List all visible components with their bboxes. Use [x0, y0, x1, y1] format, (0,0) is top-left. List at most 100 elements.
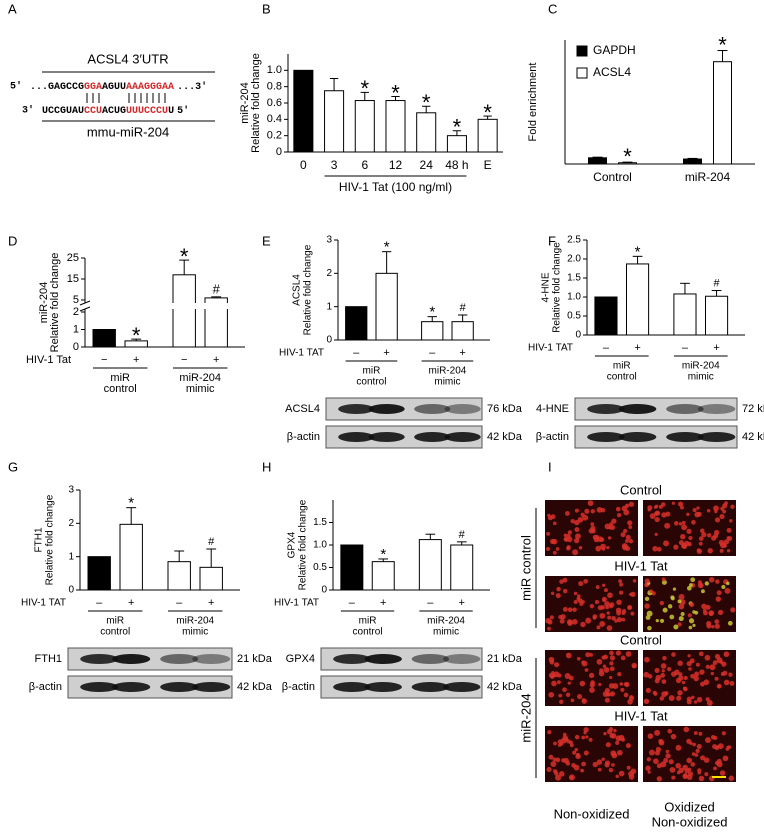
x-tick-label: +: [713, 342, 719, 354]
bar: [385, 100, 406, 153]
cell: [616, 512, 622, 518]
bar: [588, 157, 607, 165]
x-tick-label: 0: [300, 158, 307, 172]
blot-band: [618, 404, 657, 414]
cell: [609, 666, 615, 672]
blot-band: [192, 682, 231, 692]
cell: [676, 770, 681, 775]
cell: [607, 592, 613, 599]
row-label: Control: [620, 632, 662, 647]
cell: [727, 620, 733, 626]
blot-label: β-actin: [29, 681, 62, 693]
cell: [572, 607, 577, 612]
blot-band: [697, 404, 736, 414]
cell: [644, 583, 648, 587]
cell: [609, 691, 616, 697]
bar: [375, 272, 398, 341]
cell: [661, 691, 668, 698]
cell: [567, 620, 573, 626]
cell: [591, 528, 596, 534]
cell: [607, 728, 613, 735]
cell: [658, 738, 664, 744]
cell: [681, 680, 686, 685]
cell: [728, 775, 735, 781]
blot-label: GPX4: [286, 653, 315, 665]
cell: [644, 603, 650, 609]
blot-band: [338, 432, 375, 442]
cell: [569, 743, 574, 748]
cell: [588, 737, 593, 742]
cell: [625, 651, 632, 657]
cell: [703, 679, 710, 686]
blot-label: β-actin: [287, 431, 320, 443]
bases: ...GAGCCG: [30, 82, 84, 93]
panel-letter: F: [548, 233, 556, 248]
cell: [720, 672, 725, 676]
blot-label: ACSL4: [285, 403, 320, 415]
bar: [450, 544, 474, 591]
cell: [578, 581, 584, 587]
cell: [564, 673, 571, 679]
group-label: miR-204: [518, 693, 533, 742]
cell: [571, 618, 578, 625]
cell: [558, 614, 563, 620]
cell: [565, 761, 571, 766]
cell: [613, 728, 617, 733]
cell: [700, 589, 705, 594]
y-axis-label: miR-204: [239, 82, 251, 124]
cell: [552, 757, 557, 762]
y-tick-label: 0: [68, 585, 74, 596]
cell: [665, 749, 670, 754]
cell: [649, 513, 656, 520]
cell: [693, 675, 699, 682]
cell: [665, 511, 671, 517]
cell: [647, 505, 653, 511]
cell: [547, 730, 552, 735]
x-tick-label: Control: [593, 170, 632, 184]
blot-band: [444, 404, 481, 414]
cell: [558, 693, 563, 698]
cell: [677, 599, 682, 604]
row-label: Control: [620, 482, 662, 497]
y-tick-label: 0.5: [313, 562, 327, 573]
cell: [602, 664, 607, 668]
blot-band: [338, 404, 375, 414]
y-axis-label: 4-HNE: [541, 272, 552, 302]
cell: [555, 593, 561, 599]
cell: [615, 506, 621, 512]
cell: [694, 753, 699, 757]
cell: [709, 664, 716, 671]
cell: [574, 519, 580, 526]
cell: [609, 602, 615, 608]
cell: [713, 766, 717, 771]
significance: *: [380, 546, 386, 563]
significance: *: [453, 115, 462, 140]
x-tick-label: –: [176, 597, 183, 609]
cell: [689, 658, 695, 664]
panel-letter: B: [262, 1, 271, 16]
cell: [630, 611, 635, 616]
significance: #: [208, 536, 215, 548]
cell: [625, 743, 631, 749]
cell: [598, 682, 602, 687]
cell: [730, 607, 736, 613]
cell: [647, 770, 651, 774]
significance: *: [128, 495, 134, 512]
cell: [603, 588, 608, 593]
x-tick-label: +: [383, 347, 389, 359]
y-tick-label: 2: [68, 518, 74, 529]
cell: [717, 609, 724, 616]
cell: [547, 515, 553, 521]
cell: [611, 752, 618, 759]
cell: [585, 617, 592, 624]
blot-band: [80, 654, 119, 664]
cell: [571, 763, 576, 768]
cell: [580, 621, 586, 628]
cell: [577, 598, 583, 604]
legend-label: ACSL4: [593, 65, 631, 79]
row-label: HIV-1 Tat: [614, 708, 668, 723]
y-tick-label: 0: [575, 330, 581, 341]
cell: [599, 612, 606, 619]
cell: [690, 762, 696, 767]
blot-size: 42 kDa: [237, 681, 273, 693]
